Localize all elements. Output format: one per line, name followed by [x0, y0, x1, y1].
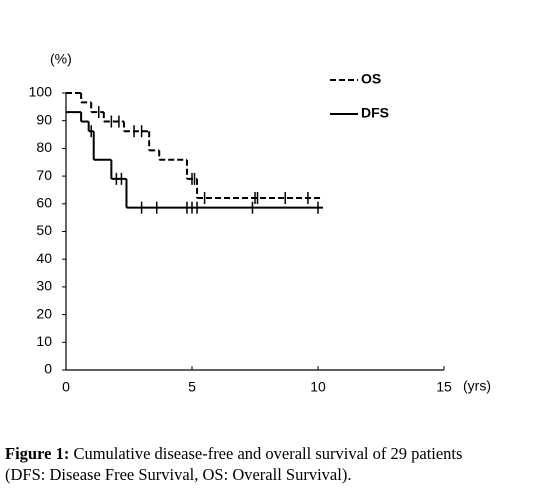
- y-tick-label: 30: [36, 278, 52, 294]
- x-unit-label: (yrs): [463, 378, 491, 394]
- y-tick-label: 60: [36, 195, 52, 211]
- x-tick-label: 15: [436, 379, 452, 395]
- x-tick-label: 10: [310, 379, 326, 395]
- y-tick-label: 20: [36, 305, 52, 321]
- y-tick-label: 100: [29, 84, 53, 100]
- y-tick-label: 70: [36, 167, 52, 183]
- x-tick-label: 5: [188, 379, 196, 395]
- caption-label: Figure 1:: [5, 444, 69, 463]
- caption-line: (DFS: Disease Free Survival, OS: Overall…: [5, 465, 351, 484]
- y-tick-label: 40: [36, 250, 52, 266]
- y-tick-label: 90: [36, 111, 52, 127]
- legend-label: OS: [361, 71, 381, 87]
- y-tick-label: 80: [36, 139, 52, 155]
- legend-label: DFS: [361, 105, 389, 121]
- y-tick-label: 50: [36, 222, 52, 238]
- caption-line: Cumulative disease-free and overall surv…: [73, 444, 462, 463]
- caption: Figure 1: Cumulative disease-free and ov…: [5, 444, 462, 463]
- y-unit-label: (%): [50, 51, 72, 67]
- y-tick-label: 0: [44, 361, 52, 377]
- y-tick-label: 10: [36, 333, 52, 349]
- x-tick-label: 0: [62, 379, 70, 395]
